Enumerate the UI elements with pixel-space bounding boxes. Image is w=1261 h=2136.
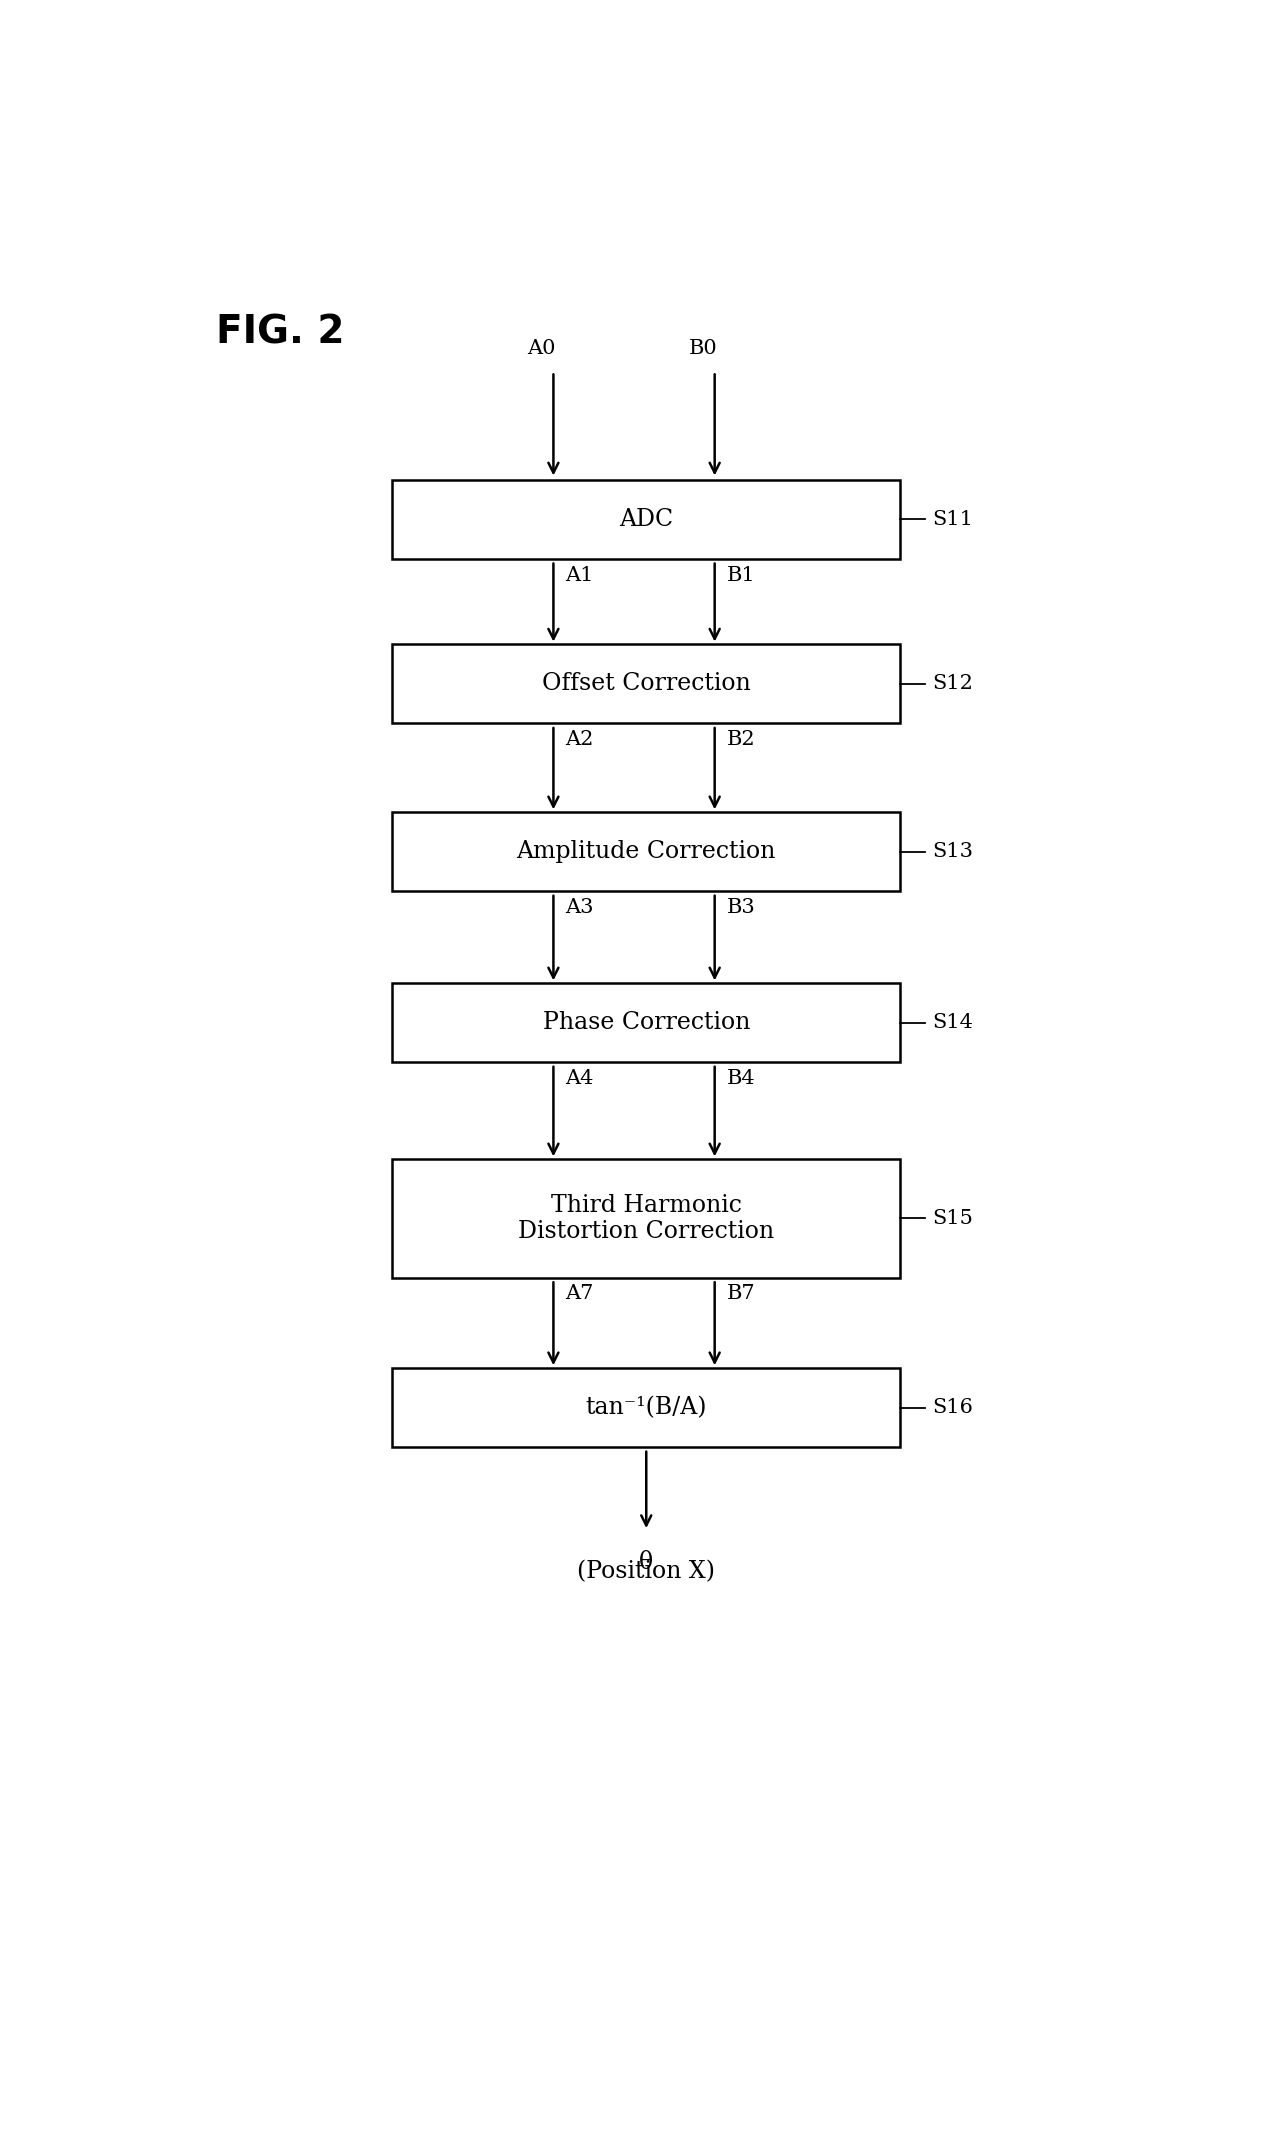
Text: S13: S13 [933,842,973,861]
Text: S16: S16 [933,1399,973,1416]
Text: A0: A0 [527,340,556,359]
Text: S15: S15 [933,1209,973,1228]
Text: B2: B2 [726,731,755,750]
Text: A7: A7 [565,1284,594,1303]
Text: θ: θ [639,1551,653,1574]
Text: S11: S11 [933,511,973,530]
Text: FIG. 2: FIG. 2 [217,314,344,352]
Text: Third Harmonic
Distortion Correction: Third Harmonic Distortion Correction [518,1194,774,1243]
Text: Offset Correction: Offset Correction [542,673,750,696]
Text: Phase Correction: Phase Correction [542,1010,750,1034]
Text: S14: S14 [933,1012,973,1032]
Text: ADC: ADC [619,508,673,532]
Bar [392,1369,900,1446]
Text: B1: B1 [726,566,755,585]
Text: A4: A4 [565,1068,594,1087]
Text: A2: A2 [565,731,594,750]
Text: (Position X): (Position X) [578,1561,715,1583]
Text: B3: B3 [726,897,755,916]
Text: A1: A1 [565,566,594,585]
Text: B4: B4 [726,1068,755,1087]
Text: A3: A3 [565,897,594,916]
Text: B7: B7 [726,1284,755,1303]
Text: Amplitude Correction: Amplitude Correction [517,839,776,863]
Bar [392,812,900,891]
Text: S12: S12 [933,675,973,694]
Text: tan⁻¹(B/A): tan⁻¹(B/A) [585,1397,707,1418]
Bar [392,645,900,724]
Bar [392,1160,900,1277]
Bar [392,481,900,560]
Text: B0: B0 [689,340,718,359]
Bar [392,983,900,1062]
